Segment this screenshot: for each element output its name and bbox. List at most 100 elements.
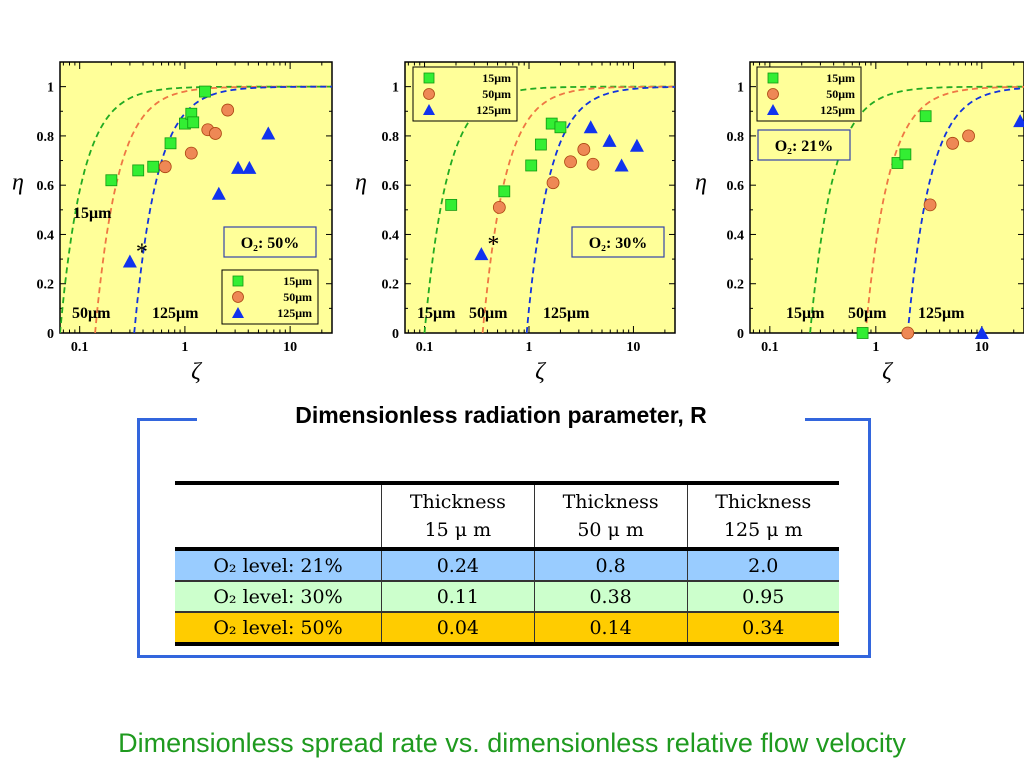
marker-circle-50μm — [962, 129, 975, 143]
marker-square-15μm — [105, 174, 118, 187]
marker-triangle-125μm — [122, 254, 137, 268]
x-tick-label: 10 — [283, 340, 297, 355]
y-tick-label: 0.2 — [382, 278, 400, 293]
header-15um-bottom: 15 μ m — [424, 519, 492, 541]
marker-circle-50μm — [184, 146, 198, 160]
marker-circle-50μm — [586, 157, 600, 171]
x-axis-label: ζ — [535, 359, 547, 385]
legend-label: 125μm — [277, 306, 312, 320]
y-tick-label: 0.8 — [382, 130, 400, 145]
o2-label: O₂: 30% — [589, 235, 648, 252]
y-tick-label: 0.2 — [37, 278, 55, 293]
header-50um: Thickness 50 μ m — [533, 483, 687, 549]
fit-curve-15μm — [809, 85, 1024, 333]
marker-square-15μm — [891, 157, 904, 169]
curve-label-15μm: 15μm — [417, 305, 456, 322]
marker-circle-50μm — [158, 160, 172, 174]
marker-square-15μm — [199, 85, 211, 98]
marker-triangle-125μm — [242, 160, 257, 174]
marker-triangle-125μm — [629, 138, 644, 152]
legend-marker-triangle — [232, 307, 244, 318]
y-tick-label: 0.6 — [727, 179, 745, 194]
curve-label-50μm: 50μm — [848, 305, 887, 322]
table-corner-cell — [175, 483, 382, 549]
o2-label-box — [223, 226, 317, 258]
marker-circle-50μm — [492, 200, 506, 214]
y-axis-label: η — [695, 170, 707, 196]
row-label-o2-50: O₂ level: 50% — [213, 616, 343, 639]
marker-triangle-125μm — [231, 160, 246, 174]
y-tick-label: 0.4 — [382, 228, 400, 243]
radiation-parameter-table: Thickness 15 μ m Thickness 50 μ m Thickn… — [175, 481, 839, 646]
marker-square-15μm — [919, 110, 932, 123]
legend-marker-triangle — [423, 104, 435, 115]
y-tick-label: 1 — [392, 81, 399, 96]
y-tick-label: 0.4 — [37, 228, 55, 243]
marker-circle-50μm — [564, 155, 577, 169]
header-50um-bottom: 50 μ m — [577, 519, 644, 541]
x-tick-label: 10 — [626, 340, 640, 355]
marker-triangle-125μm — [1013, 114, 1024, 128]
legend-marker-circle — [232, 291, 244, 303]
legend-label: 50μm — [482, 87, 511, 101]
o2-label: O₂: 50% — [241, 235, 300, 252]
fit-curve-50μm — [481, 85, 675, 333]
marker-circle-50μm — [901, 326, 915, 340]
marker-square-15μm — [899, 148, 912, 161]
chart-o2-21-svg: 0 0.2 0.4 0.6 0.8 1 0.1 1 10 ζ η 15μm 50μm 125μm O₂: 2… — [695, 61, 1024, 385]
cell-21-125um: 2.0 — [686, 549, 839, 581]
legend-label: 15μm — [826, 71, 855, 85]
marker-circle-50μm — [209, 127, 222, 140]
header-125um-top: Thickness — [715, 491, 812, 513]
table-header-row: Thickness 15 μ m Thickness 50 μ m Thickn… — [175, 483, 839, 549]
marker-square-15μm — [525, 159, 538, 172]
cell-21-15um: 0.24 — [381, 549, 535, 581]
marker-circle-50μm — [946, 136, 959, 150]
fit-curve-125μm — [525, 86, 675, 333]
marker-circle-50μm — [221, 103, 235, 117]
marker-triangle-125μm — [211, 186, 226, 200]
legend-label: 50μm — [283, 290, 312, 304]
header-15um-top: Thickness — [409, 491, 506, 513]
marker-circle-50μm — [923, 198, 937, 212]
x-tick-label: 0.1 — [761, 340, 779, 355]
marker-triangle-125μm — [974, 326, 989, 339]
marker-square-15μm — [445, 198, 458, 211]
marker-square-15μm — [132, 164, 145, 177]
marker-circle-50μm — [546, 176, 560, 190]
curve-label-125μm: 125μm — [543, 305, 590, 322]
chart-panel-o2-50: 0 0.2 0.4 0.6 0.8 1 0.1 1 10 ζ η * 15μm 50μm 125μm O₂: … — [0, 0, 340, 400]
legend-marker-circle — [423, 88, 435, 100]
chart-panel-o2-21: 0 0.2 0.4 0.6 0.8 1 0.1 1 10 ζ η 15μm 50μm 125μm O₂: 2… — [690, 0, 1024, 400]
chart-panel-o2-30: 0 0.2 0.4 0.6 0.8 1 0.1 1 10 ζ η * 15μm 50μm 125μm O₂: … — [345, 0, 685, 400]
header-50um-top: Thickness — [562, 491, 659, 513]
legend-label: 125μm — [476, 103, 511, 117]
cell-30-50um: 0.38 — [533, 581, 687, 612]
marker-square-15μm — [147, 160, 160, 173]
legend-label: 125μm — [820, 103, 855, 117]
curve-label-15μm: 15μm — [786, 305, 825, 322]
y-tick-label: 0.8 — [37, 130, 55, 145]
marker-square-15μm — [187, 116, 200, 129]
y-axis-label: η — [355, 170, 367, 196]
curve-label-15μm: 15μm — [73, 205, 112, 222]
cell-50-15um: 0.04 — [381, 612, 535, 644]
marker-square-15μm — [164, 137, 177, 150]
marker-circle-50μm — [577, 143, 591, 156]
y-tick-label: 0 — [47, 327, 54, 342]
y-tick-label: 0 — [392, 327, 399, 342]
marker-triangle-125μm — [614, 158, 629, 172]
marker-square-15μm — [856, 327, 869, 339]
y-tick-label: 0.6 — [382, 179, 400, 194]
chart-o2-30-svg: 0 0.2 0.4 0.6 0.8 1 0.1 1 10 ζ η * 15μm 50μm 125μm O₂: … — [355, 61, 676, 385]
header-125um-bottom: 125 μ m — [723, 519, 803, 541]
table-row-o2-50: O₂ level: 50% 0.04 0.14 0.34 — [175, 612, 839, 644]
marker-square-15μm — [498, 185, 511, 198]
marker-triangle-125μm — [261, 126, 276, 140]
marker-triangle-125μm — [474, 247, 489, 261]
cell-30-15um: 0.11 — [381, 581, 535, 612]
x-tick-label: 1 — [872, 340, 879, 355]
cell-50-50um: 0.14 — [533, 612, 687, 644]
curve-label-50μm: 50μm — [72, 305, 111, 322]
row-label-o2-30: O₂ level: 30% — [213, 585, 343, 608]
